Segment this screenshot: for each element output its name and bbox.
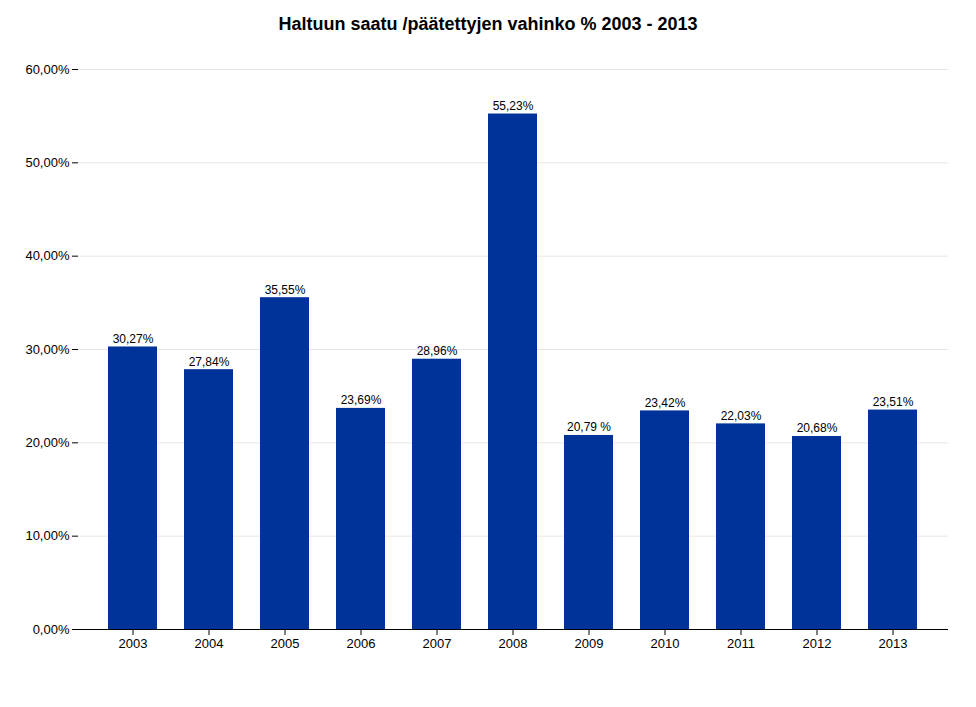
svg-text:10,00%: 10,00% — [25, 528, 70, 543]
svg-text:2004: 2004 — [195, 636, 224, 651]
svg-text:2009: 2009 — [575, 636, 604, 651]
svg-text:2011: 2011 — [727, 636, 755, 651]
svg-text:2012: 2012 — [803, 636, 832, 651]
svg-text:23,42%: 23,42% — [645, 396, 686, 410]
svg-text:60,00%: 60,00% — [25, 62, 70, 77]
svg-text:20,79 %: 20,79 % — [567, 420, 611, 434]
html-text:Haltuun saatu /päätettyjen vah: Haltuun saatu /päätettyjen vahinko % 200… — [278, 14, 698, 34]
svg-text:30,27%: 30,27% — [113, 332, 154, 346]
svg-text:20,68%: 20,68% — [797, 421, 838, 435]
svg-text:23,51%: 23,51% — [873, 395, 914, 409]
svg-text:2008: 2008 — [499, 636, 528, 651]
svg-text:20,00%: 20,00% — [25, 435, 70, 450]
svg-text:0,00%: 0,00% — [33, 622, 70, 637]
svg-text:2003: 2003 — [119, 636, 148, 651]
svg-text:27,84%: 27,84% — [189, 355, 230, 369]
svg-text:55,23%: 55,23% — [493, 99, 534, 113]
svg-text:2010: 2010 — [651, 636, 680, 651]
svg-text:2007: 2007 — [423, 636, 452, 651]
svg-text:22,03%: 22,03% — [721, 409, 762, 423]
svg-text:23,69%: 23,69% — [341, 393, 382, 407]
svg-text:50,00%: 50,00% — [25, 155, 70, 170]
svg-text:2005: 2005 — [271, 636, 300, 651]
svg-text:2006: 2006 — [347, 636, 376, 651]
svg-text:28,96%: 28,96% — [417, 344, 458, 358]
svg-text:30,00%: 30,00% — [25, 342, 70, 357]
svg-text:35,55%: 35,55% — [265, 283, 306, 297]
svg-text:40,00%: 40,00% — [25, 248, 70, 263]
svg-text:2013: 2013 — [879, 636, 908, 651]
